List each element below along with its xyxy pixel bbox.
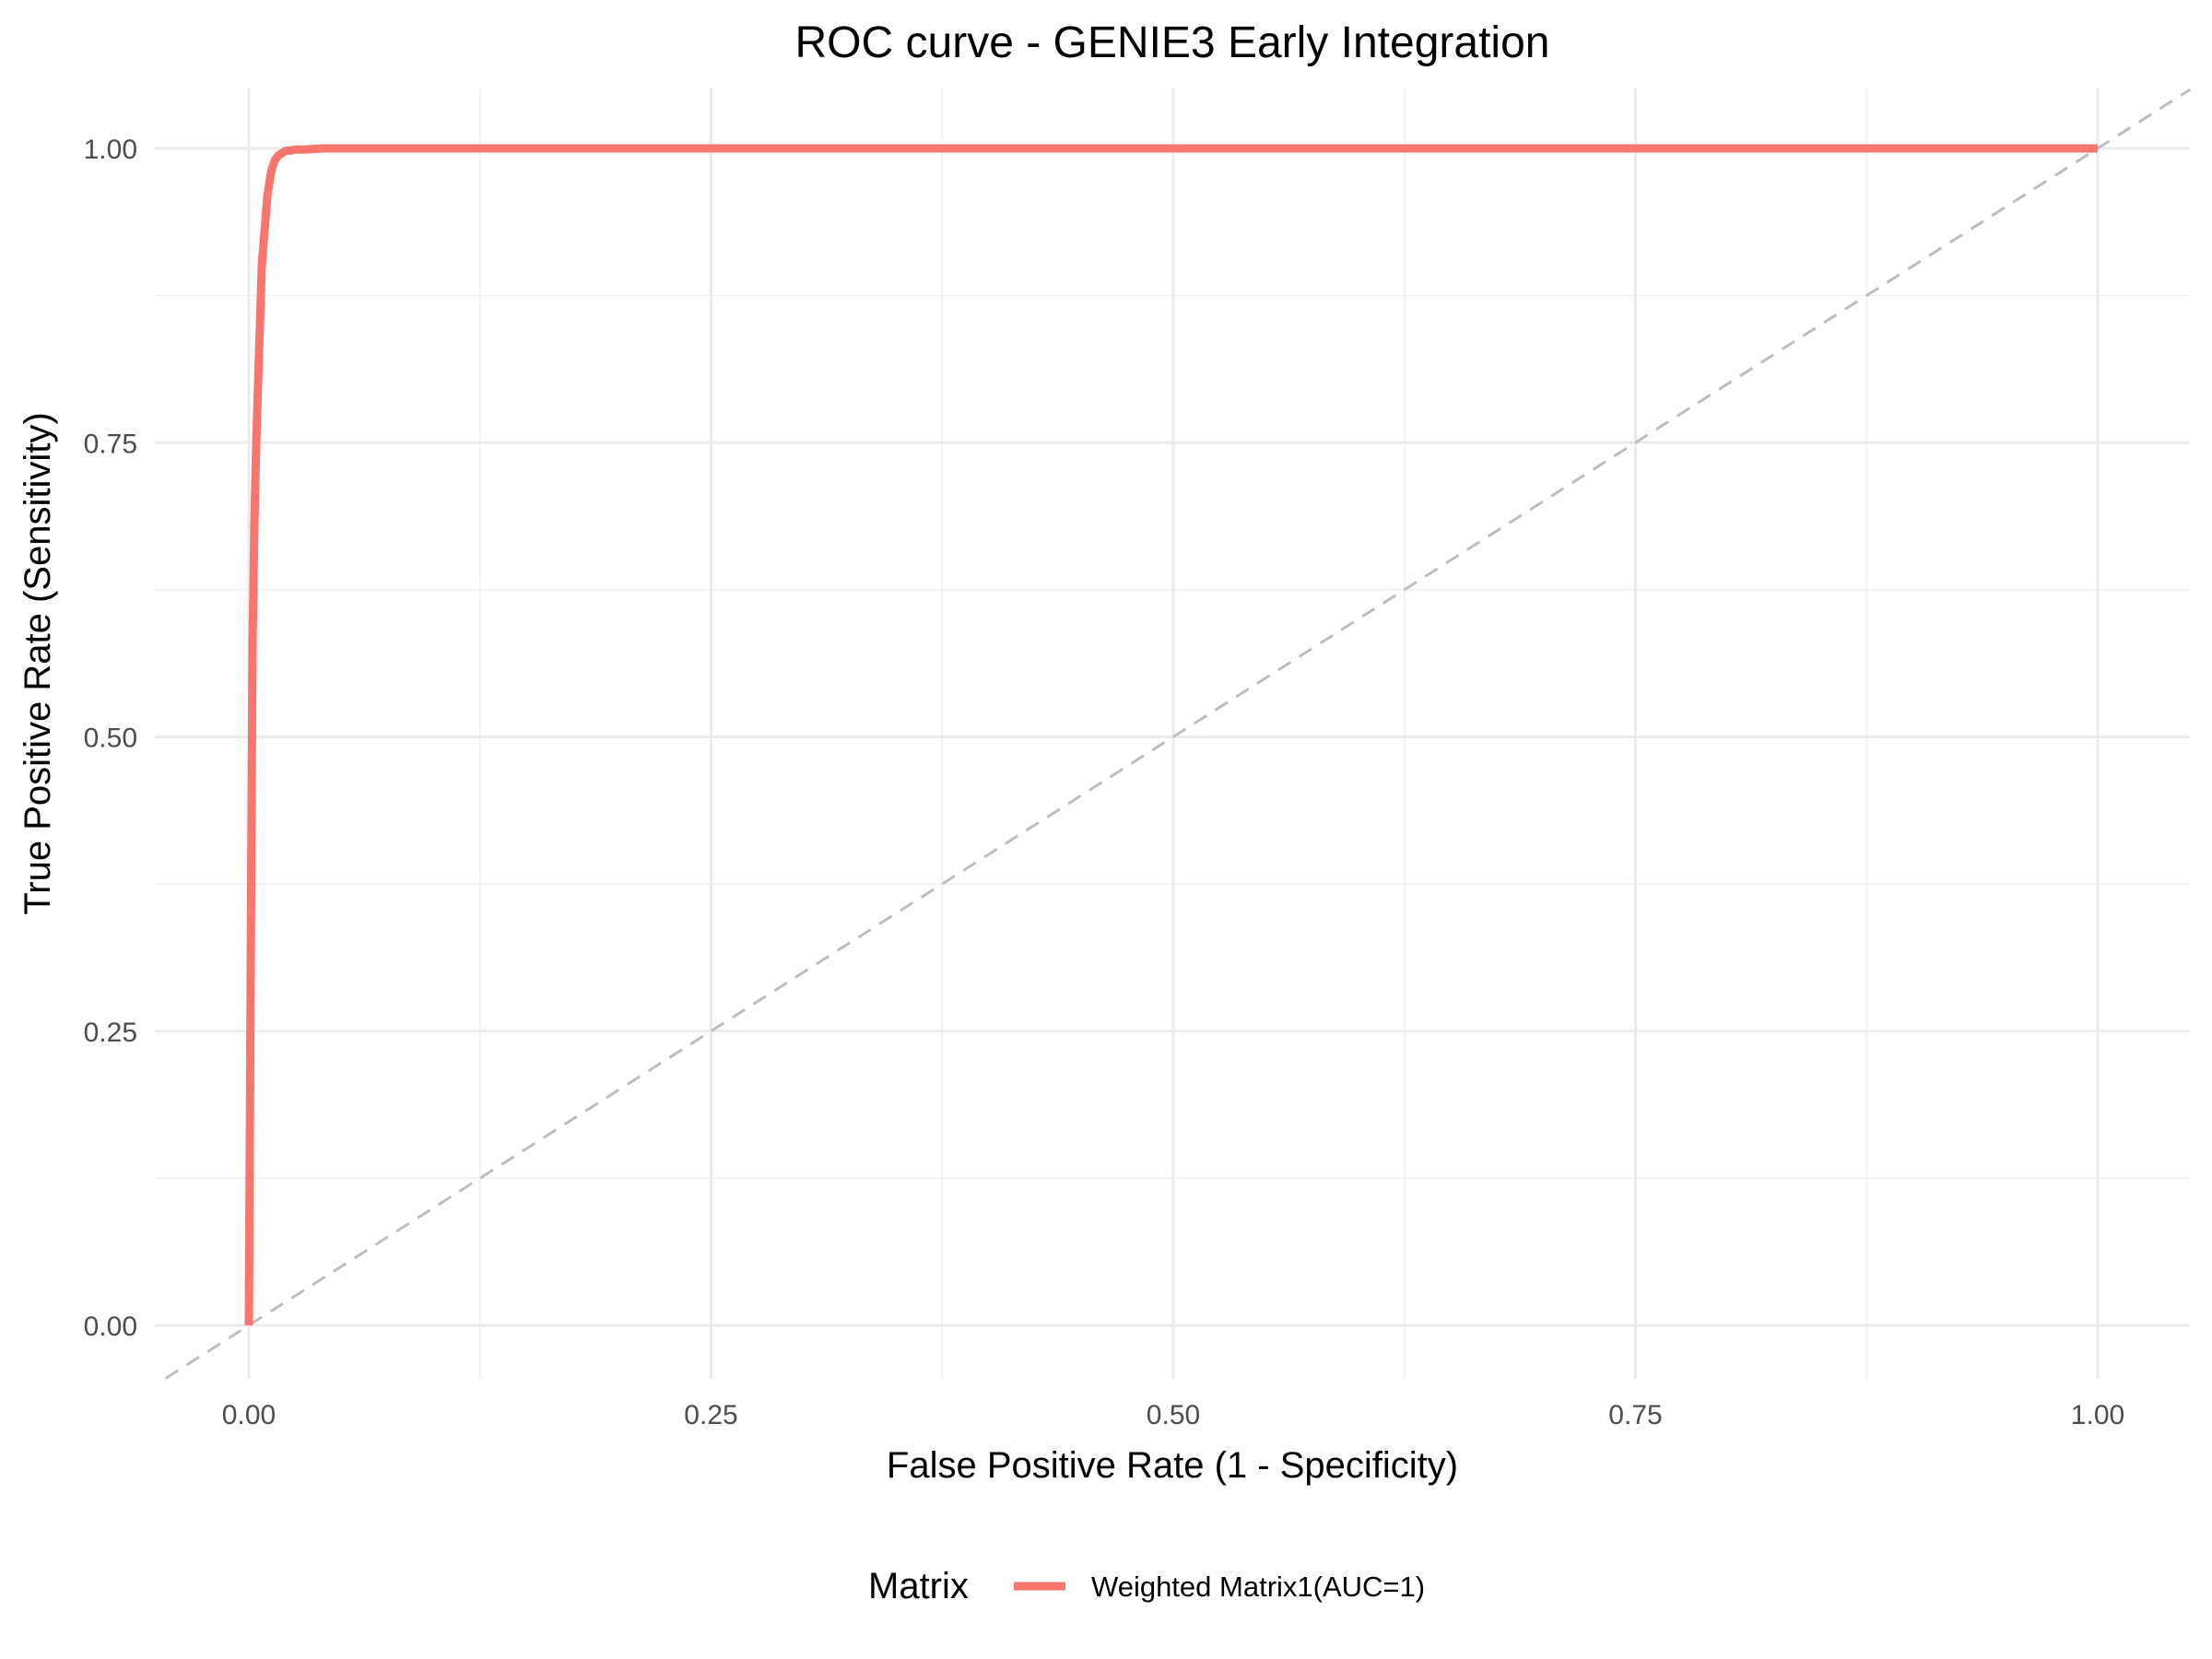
x-tick-label: 0.75 [1608,1400,1662,1430]
legend-label-weighted-matrix1: Weighted Matrix1(AUC=1) [1091,1571,1425,1603]
y-tick-label: 0.00 [84,1312,137,1342]
y-axis-title: True Positive Rate (Sensitivity) [18,412,58,914]
y-tick-label: 0.50 [84,724,137,754]
y-axis-ticks: 0.00 0.25 0.50 0.75 1.00 [84,135,137,1342]
x-axis-ticks: 0.00 0.25 0.50 0.75 1.00 [222,1400,2124,1430]
series-lines [244,144,2098,1326]
reference-line [164,88,2192,1380]
y-tick-label: 1.00 [84,135,137,165]
legend-title: Matrix [868,1566,969,1606]
chart-title: ROC curve - GENIE3 Early Integration [795,18,1550,67]
diagonal-reference-line [164,88,2192,1380]
grid [155,88,2190,1379]
x-tick-label: 0.50 [1147,1400,1200,1430]
y-tick-label: 0.75 [84,429,137,459]
x-tick-label: 0.25 [684,1400,737,1430]
x-tick-label: 0.00 [222,1400,276,1430]
y-tick-label: 0.25 [84,1018,137,1048]
legend: Matrix Weighted Matrix1(AUC=1) [868,1566,1425,1606]
series-line-weighted-matrix1 [244,144,2098,1326]
x-tick-label: 1.00 [2071,1400,2124,1430]
x-axis-title: False Positive Rate (1 - Specificity) [887,1445,1458,1486]
